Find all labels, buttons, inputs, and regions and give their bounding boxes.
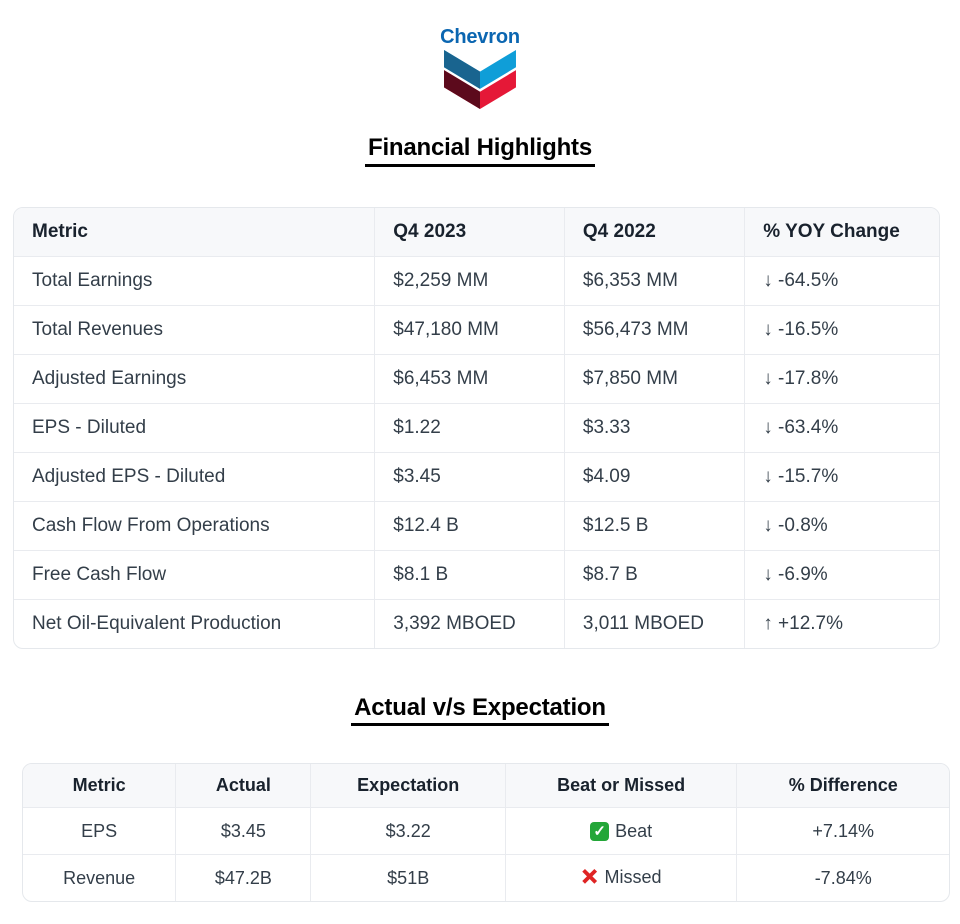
metric-column-header: Metric: [23, 764, 177, 809]
status-label: Missed: [604, 867, 662, 888]
chevron-logo: Chevron: [0, 0, 960, 109]
expectation-column-header: Expectation: [310, 764, 506, 809]
yoy-change-cell: ↓ -17.8%: [744, 354, 939, 404]
x-icon: [581, 867, 599, 888]
q4-2022-cell: $4.09: [564, 452, 746, 502]
metric-cell: EPS - Diluted: [14, 403, 376, 453]
beat-or-missed-column-header: Beat or Missed: [505, 764, 738, 809]
q4-2023-cell: $6,453 MM: [374, 354, 565, 404]
page-title: Financial Highlights: [364, 134, 595, 167]
expectation-cell: $51B: [310, 854, 506, 902]
yoy-change-cell: ↓ -64.5%: [744, 256, 939, 306]
q4-2023-cell: $12.4 B: [374, 501, 565, 551]
actual-vs-expectation-title: Actual v/s Expectation: [0, 694, 960, 727]
actual-cell: $47.2B: [175, 854, 312, 902]
difference-cell: -7.84%: [814, 867, 872, 888]
q4-2023-cell: $1.22: [374, 403, 565, 453]
table-row: EPS - Diluted $1.22 $3.33 ↓ -63.4%: [14, 403, 939, 453]
table-row: Total Revenues $47,180 MM $56,473 MM ↓ -…: [14, 305, 939, 355]
metric-cell: Free Cash Flow: [14, 550, 376, 600]
q4-2022-cell: $56,473 MM: [564, 305, 746, 355]
table-row: Cash Flow From Operations $12.4 B $12.5 …: [14, 501, 939, 551]
yoy-change-cell: ↓ -15.7%: [744, 452, 939, 502]
yoy-change-cell: ↓ -6.9%: [744, 550, 939, 600]
chevron-hallmark-icon: [444, 50, 516, 109]
financial-highlights-table: Metric Q4 2023 Q4 2022 % YOY Change Tota…: [13, 206, 940, 649]
metric-column-header: Metric: [14, 207, 376, 257]
q4-2022-cell: $7,850 MM: [564, 354, 746, 404]
q4-2022-cell: $12.5 B: [564, 501, 746, 551]
yoy-change-cell: ↓ -63.4%: [744, 403, 939, 453]
q4-2023-cell: $3.45: [374, 452, 565, 502]
q4-2023-cell: $47,180 MM: [374, 305, 565, 355]
beat-or-missed-cell: Beat: [505, 807, 738, 856]
yoy-change-column-header: % YOY Change: [744, 207, 939, 257]
actual-vs-expectation-table: Metric Actual Expectation Beat or Missed…: [22, 763, 950, 903]
q4-2022-column-header: Q4 2022: [564, 207, 746, 257]
metric-cell: Total Revenues: [14, 305, 376, 355]
actual-cell: $3.45: [175, 807, 312, 856]
q4-2023-cell: $8.1 B: [374, 550, 565, 600]
metric-cell: Adjusted EPS - Diluted: [14, 452, 376, 502]
table-row: Adjusted Earnings $6,453 MM $7,850 MM ↓ …: [14, 354, 939, 404]
expectation-cell: $3.22: [310, 807, 506, 856]
beat-or-missed-cell: Missed: [505, 854, 738, 902]
q4-2023-column-header: Q4 2023: [374, 207, 565, 257]
yoy-change-cell: ↑ +12.7%: [763, 612, 843, 634]
table-row: Total Earnings $2,259 MM $6,353 MM ↓ -64…: [14, 256, 939, 306]
metric-cell: Adjusted Earnings: [14, 354, 376, 404]
difference-cell: +7.14%: [736, 807, 949, 856]
table-header-row: Metric Q4 2023 Q4 2022 % YOY Change: [14, 207, 939, 257]
q4-2023-cell: $2,259 MM: [374, 256, 565, 306]
difference-column-header: % Difference: [736, 764, 949, 809]
table-row: Free Cash Flow $8.1 B $8.7 B ↓ -6.9%: [14, 550, 939, 600]
table-row: Net Oil-Equivalent Production 3,392 MBOE…: [14, 599, 939, 648]
status-label: Beat: [615, 821, 653, 842]
actual-column-header: Actual: [175, 764, 312, 809]
table-row: Revenue $47.2B $51B Missed -7.84%: [23, 854, 949, 902]
table-row: Adjusted EPS - Diluted $3.45 $4.09 ↓ -15…: [14, 452, 939, 502]
yoy-change-cell: ↓ -0.8%: [744, 501, 939, 551]
q4-2022-cell: 3,011 MBOED: [564, 599, 746, 648]
section-title: Actual v/s Expectation: [351, 694, 609, 727]
financial-highlights-title: Financial Highlights: [0, 134, 960, 167]
metric-cell: Cash Flow From Operations: [14, 501, 376, 551]
q4-2022-cell: $6,353 MM: [564, 256, 746, 306]
metric-cell: Total Earnings: [14, 256, 376, 306]
metric-cell: EPS: [23, 807, 177, 856]
q4-2023-cell: 3,392 MBOED: [374, 599, 565, 648]
check-icon: [590, 822, 610, 842]
table-header-row: Metric Actual Expectation Beat or Missed…: [23, 764, 949, 809]
table-row: EPS $3.45 $3.22 Beat +7.14%: [23, 807, 949, 856]
metric-cell: Revenue: [23, 854, 177, 902]
metric-cell: Net Oil-Equivalent Production: [14, 599, 376, 648]
yoy-change-cell: ↓ -16.5%: [744, 305, 939, 355]
q4-2022-cell: $3.33: [564, 403, 746, 453]
q4-2022-cell: $8.7 B: [564, 550, 746, 600]
chevron-wordmark: Chevron: [440, 26, 520, 48]
